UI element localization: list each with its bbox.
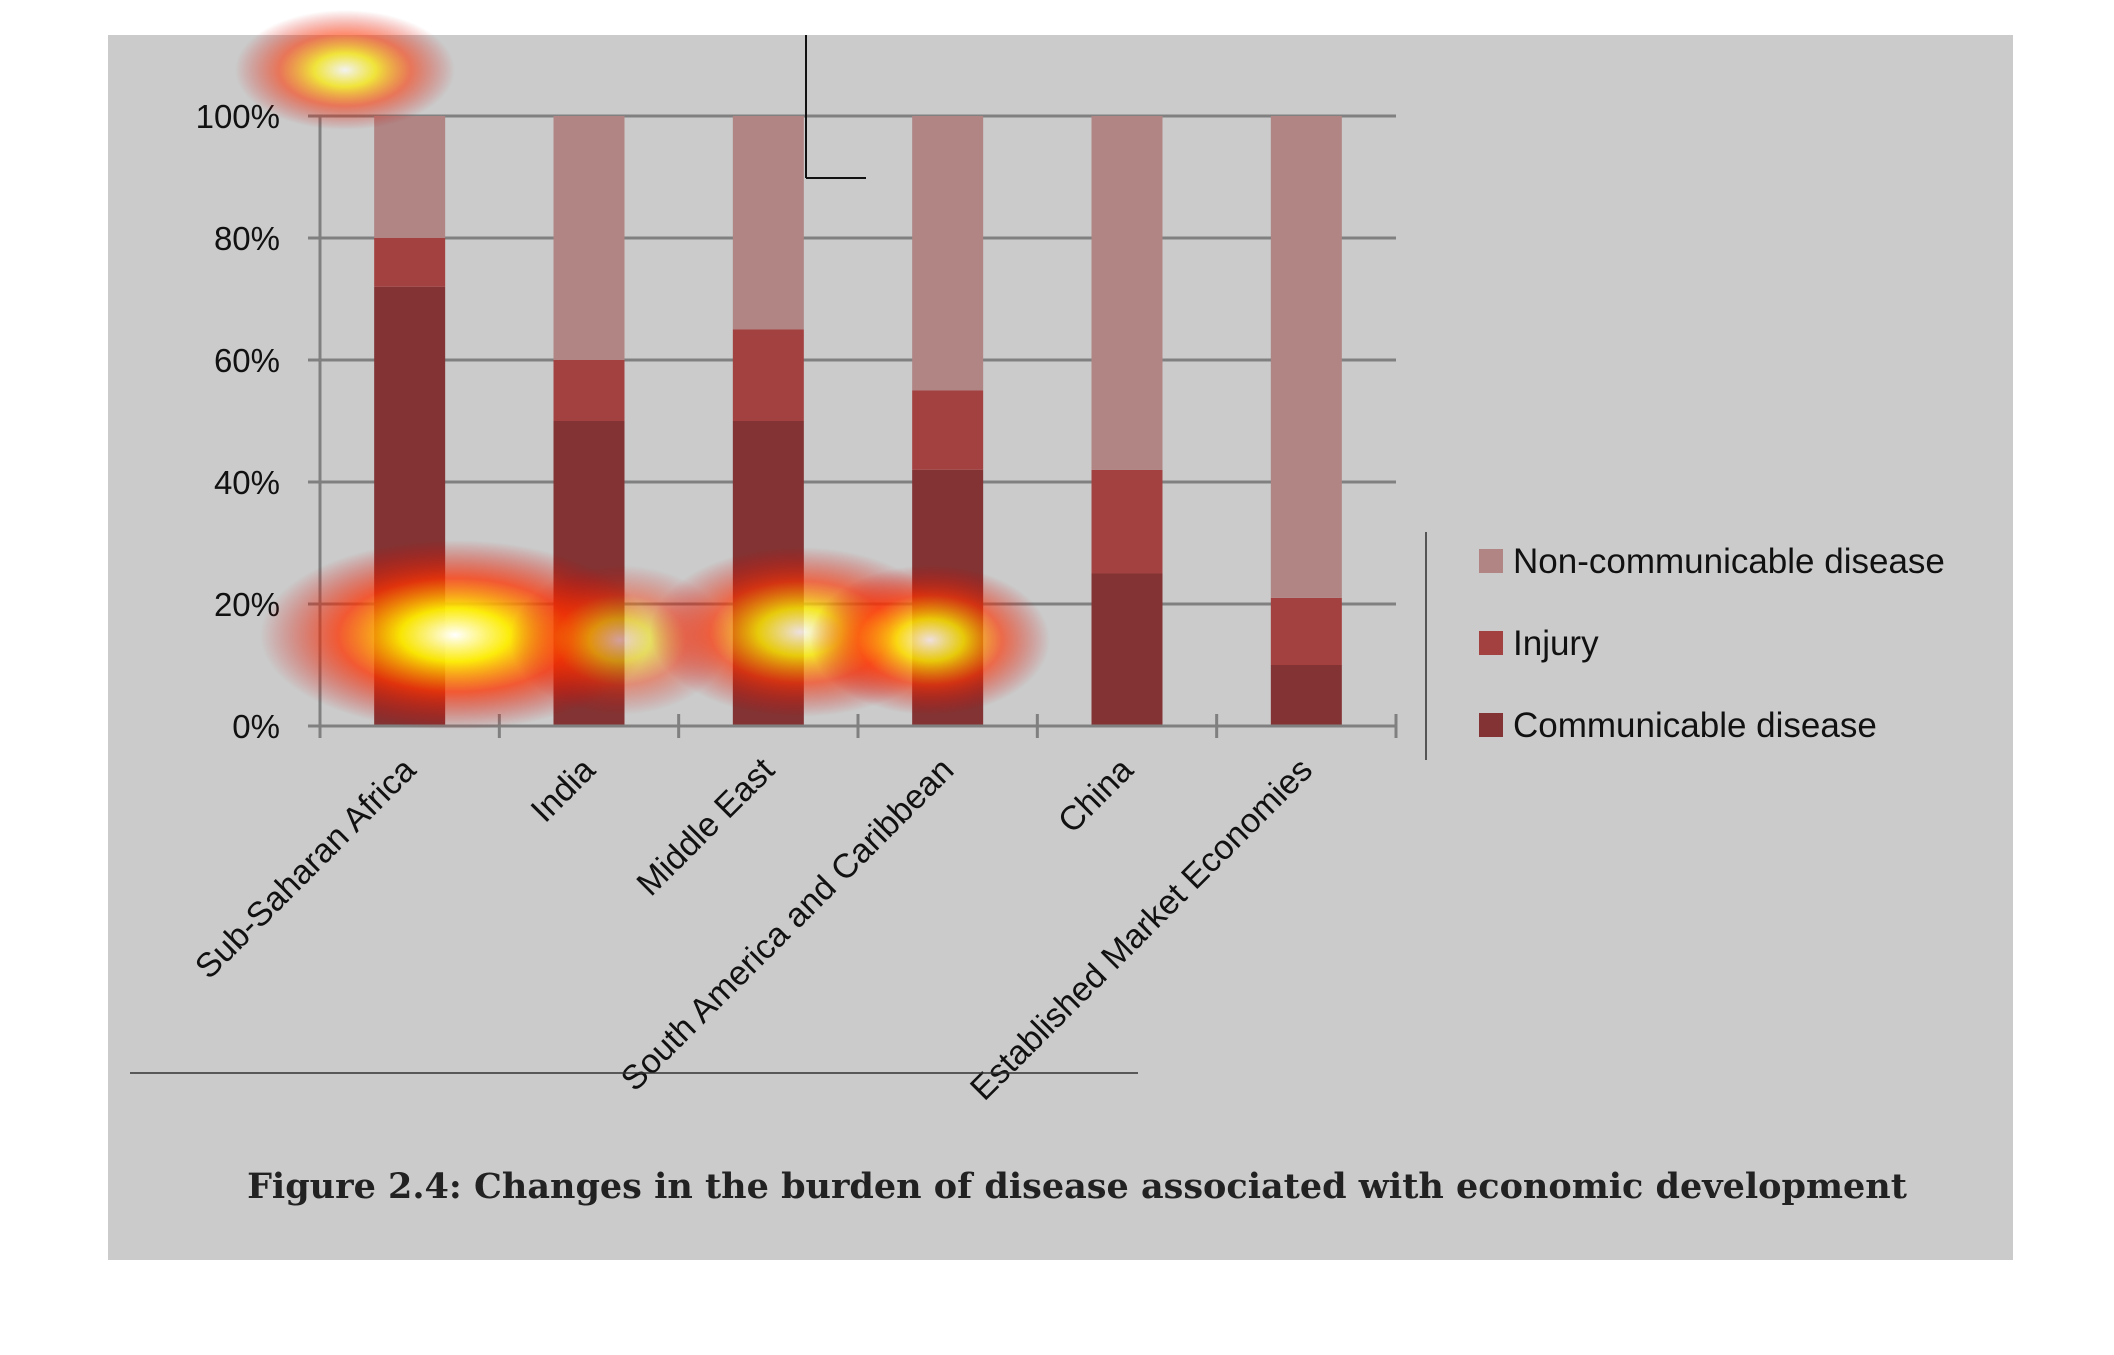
bar-segment — [1091, 469, 1163, 574]
legend-swatch — [1479, 549, 1503, 573]
bar-segment — [1091, 573, 1163, 726]
bar-segment — [374, 238, 446, 287]
bar-segment — [1270, 116, 1342, 598]
bar-segment — [553, 360, 625, 421]
bar-segment — [732, 116, 804, 330]
bar-segment — [553, 116, 625, 360]
y-tick-label: 60% — [214, 342, 280, 379]
bar-segment — [912, 390, 984, 470]
bar-segment — [912, 116, 984, 391]
bar-segment — [732, 329, 804, 421]
legend-swatch — [1479, 631, 1503, 655]
y-tick-label: 80% — [214, 220, 280, 257]
bar-segment — [374, 116, 446, 238]
legend-label: Injury — [1513, 624, 1599, 663]
stray-lines — [130, 35, 1138, 1074]
heatmap-hotspot — [235, 10, 455, 130]
heatmap-hotspot — [810, 565, 1050, 715]
y-tick-label: 0% — [232, 708, 280, 745]
legend: Non-communicable disease Injury Communicab… — [1425, 532, 1945, 760]
attention-heatmap-overlay — [235, 10, 1050, 730]
y-tick-labels: 0%20%40%60%80%100% — [196, 98, 280, 745]
bar-segment — [1270, 597, 1342, 665]
bar-segment — [1091, 116, 1163, 470]
figure-caption: Figure 2.4: Changes in the burden of dis… — [247, 1166, 1907, 1207]
y-tick-label: 40% — [214, 464, 280, 501]
legend-label: Communicable disease — [1513, 706, 1877, 745]
legend-swatch — [1479, 713, 1503, 737]
legend-label: Non-communicable disease — [1513, 542, 1945, 581]
bar-segment — [1270, 665, 1342, 726]
